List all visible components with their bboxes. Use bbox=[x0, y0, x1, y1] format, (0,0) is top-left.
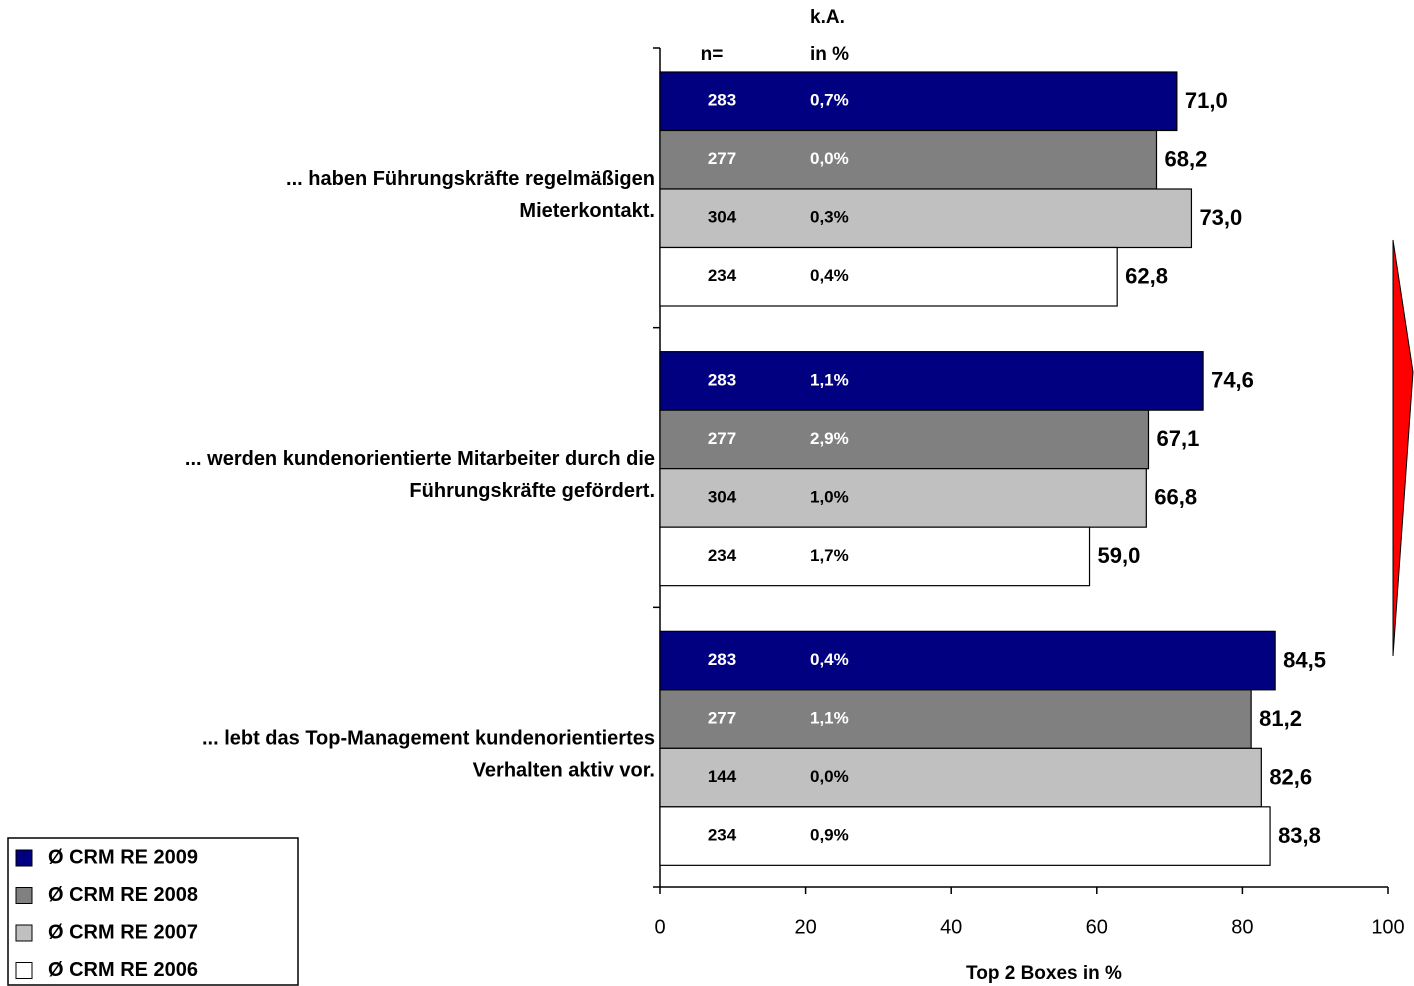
value-label: 62,8 bbox=[1125, 264, 1168, 289]
value-label: 82,6 bbox=[1269, 764, 1312, 789]
n-label: 304 bbox=[708, 487, 737, 506]
ka-label: 1,0% bbox=[810, 487, 849, 506]
category-label: ... haben Führungskräfte regelmäßigen bbox=[286, 168, 655, 190]
value-label: 67,1 bbox=[1156, 426, 1199, 451]
value-label: 73,0 bbox=[1199, 205, 1242, 230]
n-label: 304 bbox=[708, 208, 737, 227]
n-label: 283 bbox=[708, 650, 736, 669]
category-label: Verhalten aktiv vor. bbox=[473, 759, 655, 781]
bar bbox=[659, 409, 1150, 470]
n-label: 277 bbox=[708, 709, 736, 728]
legend-swatch bbox=[15, 887, 33, 904]
ka-label: 0,3% bbox=[810, 208, 849, 227]
legend-swatch bbox=[15, 849, 33, 867]
value-label: 68,2 bbox=[1164, 147, 1207, 172]
n-label: 144 bbox=[708, 767, 737, 786]
x-tick-label: 80 bbox=[1231, 916, 1253, 938]
ka-label: 0,4% bbox=[810, 266, 849, 285]
bar bbox=[659, 351, 1204, 411]
legend-swatch bbox=[15, 924, 33, 942]
ka-label: 2,9% bbox=[810, 429, 849, 448]
bar bbox=[659, 630, 1276, 691]
n-label: 234 bbox=[708, 266, 737, 285]
n-header: n= bbox=[701, 44, 724, 65]
n-label: 234 bbox=[708, 826, 737, 845]
n-label: 283 bbox=[708, 91, 736, 110]
ka-label: 1,1% bbox=[810, 370, 849, 389]
legend-label: Ø CRM RE 2006 bbox=[48, 959, 198, 981]
bar bbox=[659, 747, 1262, 808]
n-label: 283 bbox=[708, 370, 736, 389]
x-tick-label: 0 bbox=[654, 916, 665, 938]
n-label: 277 bbox=[708, 149, 736, 168]
category-label: Mieterkontakt. bbox=[519, 200, 655, 222]
bar bbox=[659, 71, 1178, 132]
legend-label: Ø CRM RE 2007 bbox=[48, 921, 198, 943]
value-label: 71,0 bbox=[1185, 88, 1228, 113]
x-tick-label: 40 bbox=[940, 916, 962, 938]
ka-label: 0,0% bbox=[810, 149, 849, 168]
bar bbox=[659, 188, 1193, 249]
legend bbox=[7, 837, 299, 986]
x-tick-label: 100 bbox=[1371, 916, 1404, 938]
bar bbox=[659, 806, 1271, 866]
value-label: 83,8 bbox=[1278, 823, 1321, 848]
ka-label: 1,7% bbox=[810, 546, 849, 565]
x-axis-title: Top 2 Boxes in % bbox=[966, 963, 1122, 984]
legend-label: Ø CRM RE 2008 bbox=[48, 884, 198, 906]
ka-header: in % bbox=[810, 44, 849, 65]
bar bbox=[659, 246, 1118, 307]
bar bbox=[659, 129, 1158, 190]
bar bbox=[659, 689, 1252, 749]
ka-label: 1,1% bbox=[810, 709, 849, 728]
value-label: 66,8 bbox=[1154, 485, 1197, 510]
ka-header: k.A. bbox=[810, 7, 845, 28]
arrow bbox=[1392, 239, 1414, 657]
category-label: ... lebt das Top-Management kundenorient… bbox=[202, 727, 655, 749]
category-label: ... werden kundenorientierte Mitarbeiter… bbox=[185, 448, 655, 470]
ka-label: 0,9% bbox=[810, 826, 849, 845]
value-label: 81,2 bbox=[1259, 706, 1302, 731]
x-tick-label: 60 bbox=[1086, 916, 1108, 938]
ka-label: 0,0% bbox=[810, 767, 849, 786]
category-label: Führungskräfte gefördert. bbox=[409, 480, 655, 502]
x-tick-label: 20 bbox=[794, 916, 816, 938]
value-label: 84,5 bbox=[1283, 647, 1326, 672]
n-label: 234 bbox=[708, 546, 737, 565]
ka-label: 0,4% bbox=[810, 650, 849, 669]
bar bbox=[659, 526, 1091, 587]
value-label: 59,0 bbox=[1098, 543, 1141, 568]
n-label: 277 bbox=[708, 429, 736, 448]
ka-label: 0,7% bbox=[810, 91, 849, 110]
legend-label: Ø CRM RE 2009 bbox=[48, 846, 198, 868]
value-label: 74,6 bbox=[1211, 368, 1254, 393]
legend-swatch bbox=[15, 962, 33, 979]
